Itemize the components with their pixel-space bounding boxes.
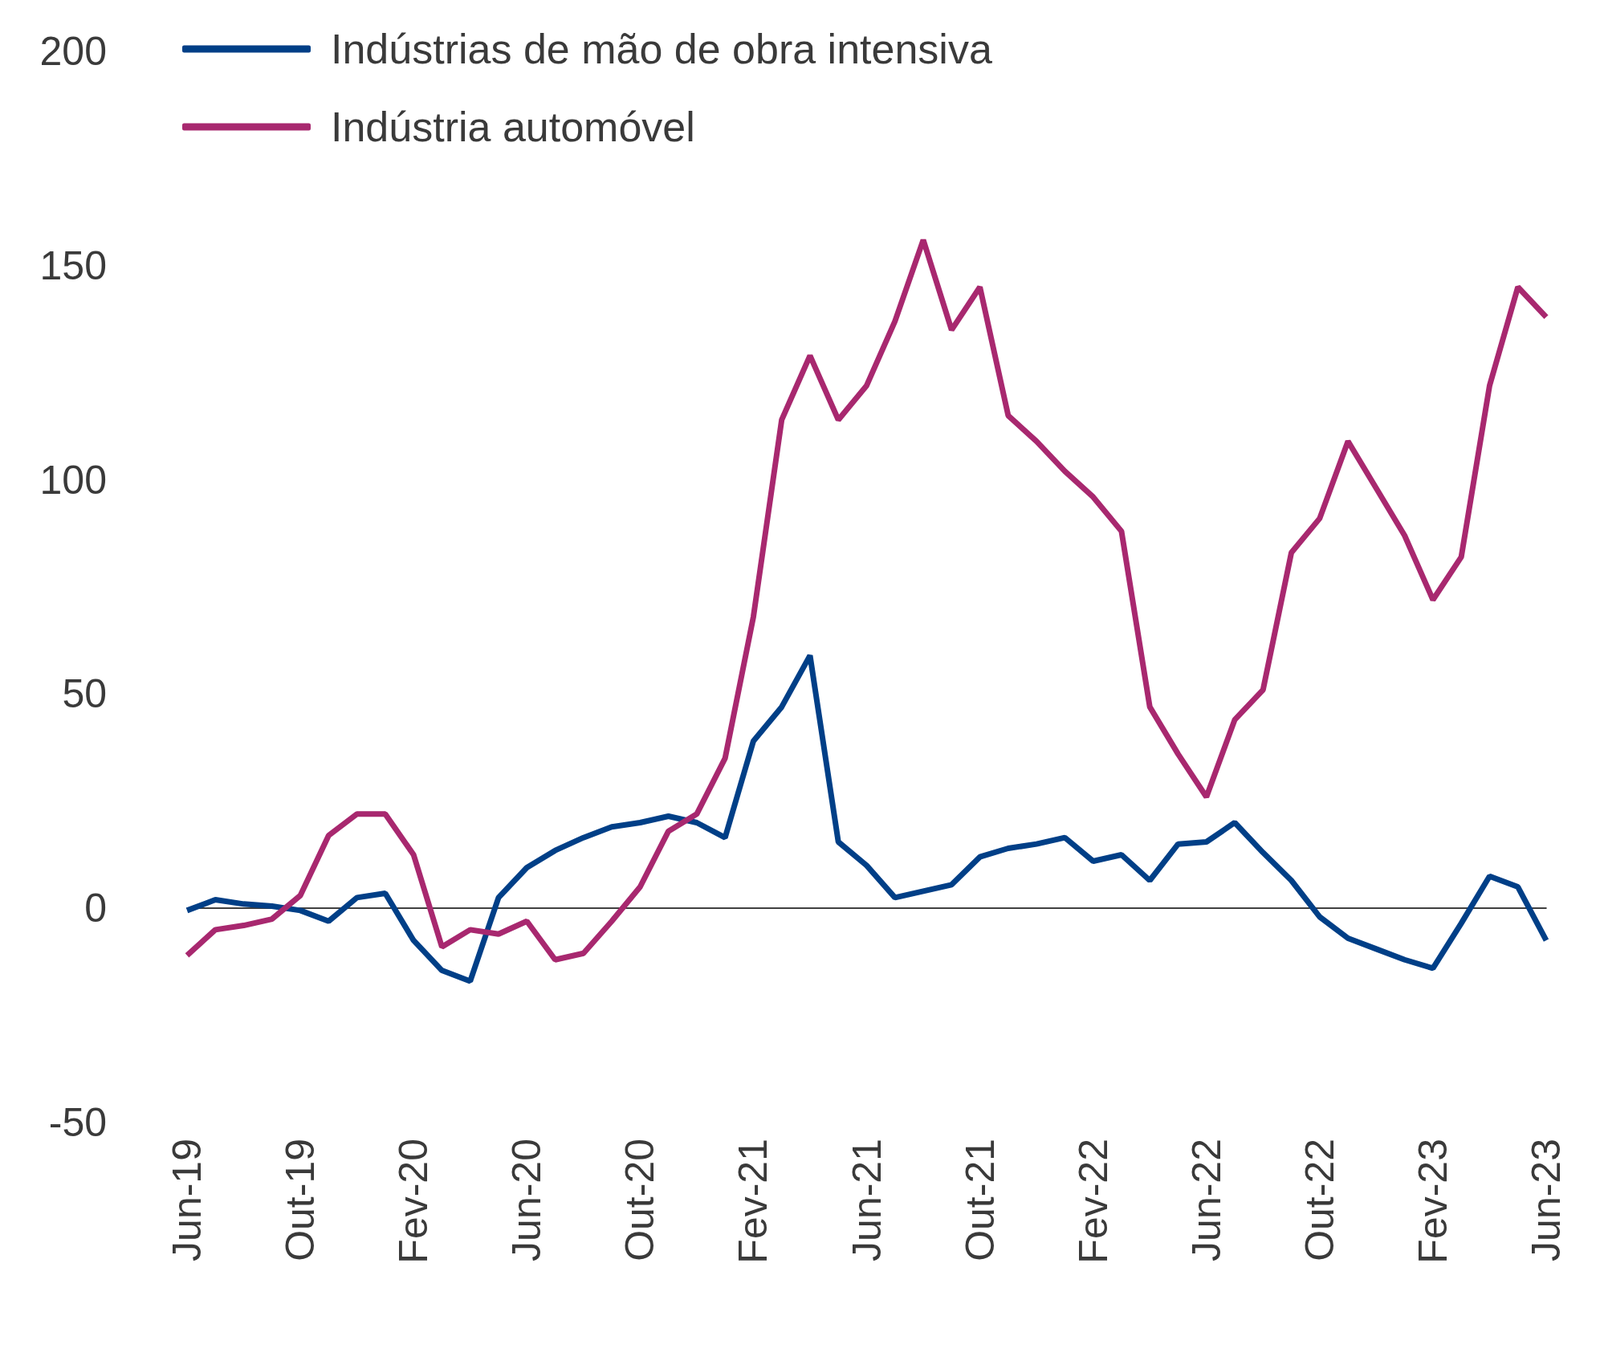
svg-text:Fev-23: Fev-23 bbox=[1410, 1138, 1456, 1264]
svg-text:Out-20: Out-20 bbox=[617, 1138, 663, 1262]
svg-text:Jun-23: Jun-23 bbox=[1523, 1138, 1569, 1262]
svg-text:200: 200 bbox=[40, 28, 107, 74]
svg-text:100: 100 bbox=[40, 457, 107, 503]
svg-text:-50: -50 bbox=[48, 1099, 107, 1145]
svg-text:150: 150 bbox=[40, 243, 107, 289]
svg-text:Out-19: Out-19 bbox=[277, 1138, 323, 1262]
svg-text:0: 0 bbox=[84, 885, 107, 931]
svg-text:Fev-22: Fev-22 bbox=[1070, 1138, 1116, 1264]
svg-text:Indústria automóvel: Indústria automóvel bbox=[330, 103, 696, 151]
svg-text:Out-21: Out-21 bbox=[957, 1138, 1003, 1262]
svg-text:Indústrias de mão de obra inte: Indústrias de mão de obra intensiva bbox=[330, 25, 993, 73]
svg-text:Out-22: Out-22 bbox=[1297, 1138, 1343, 1262]
svg-text:Jun-22: Jun-22 bbox=[1184, 1138, 1230, 1262]
svg-text:Jun-20: Jun-20 bbox=[504, 1138, 550, 1262]
svg-text:Jun-21: Jun-21 bbox=[844, 1138, 890, 1262]
svg-text:50: 50 bbox=[61, 671, 107, 717]
svg-text:Fev-21: Fev-21 bbox=[730, 1138, 776, 1264]
svg-text:Fev-20: Fev-20 bbox=[390, 1138, 436, 1264]
svg-text:Jun-19: Jun-19 bbox=[164, 1138, 210, 1262]
